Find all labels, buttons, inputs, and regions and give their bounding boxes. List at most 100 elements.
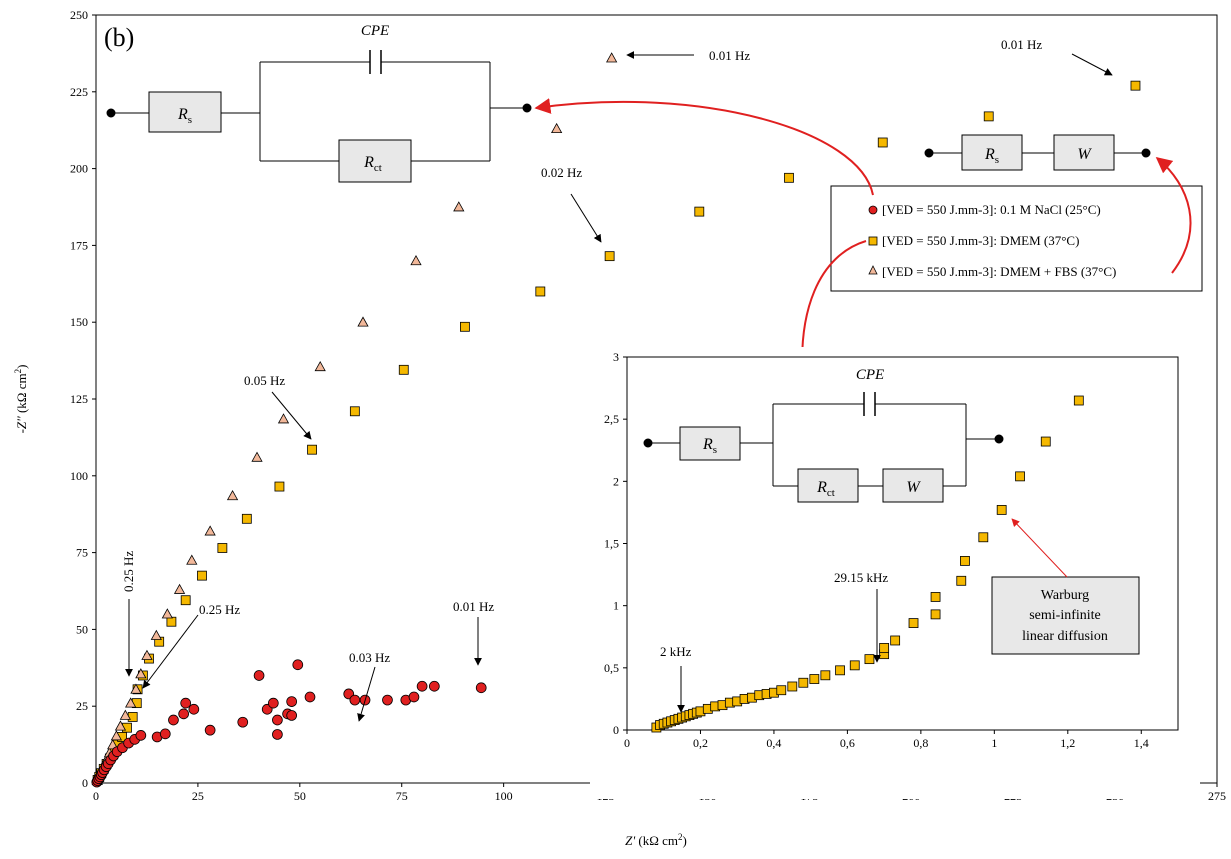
data-point-dmem [349,406,360,417]
warburg-note-box [991,576,1140,655]
data-point-dmem [274,481,285,492]
rs-label: Rs [177,106,192,126]
data-point-nacl [180,697,192,709]
data-point-dmem [127,712,138,722]
arrow-003hz [357,666,376,722]
data-point-fbs [119,709,131,720]
data-point-dmem [890,635,901,646]
data-point-nacl [178,708,189,720]
data-point-nacl [204,724,216,736]
y-tick-label: 25 [76,699,88,713]
cpe-label: CPE [361,23,389,39]
data-point-dmem [809,674,820,684]
y-tick-label: 1 [613,599,619,613]
y-tick-label: 0 [82,776,88,790]
red-arrow-nacl [534,98,874,196]
data-point-dmem [864,654,875,665]
rct-resistor [797,468,859,503]
y-tick-label: 100 [70,469,88,483]
data-point-dmem [978,532,989,543]
panel-label: (b) [104,23,134,52]
data-point-nacl [475,682,487,694]
arrow-002hz [570,193,602,243]
data-point-fbs [161,608,173,619]
rct-label: Rct [363,154,382,174]
data-point-nacl [272,714,283,726]
x-tick-label: 0 [624,736,630,750]
y-tick-label: 125 [70,392,88,406]
legend-entry-fbs: [VED = 550 J.mm-3]: DMEM + FBS (37°C) [882,264,1116,279]
annotation-025hz-fbs: 0.25 Hz [121,551,136,592]
annotation-2915khz: 29.15 kHz [834,570,888,585]
data-point-dmem [694,206,705,217]
y-tick-label: 0 [613,723,619,737]
data-point-dmem [776,685,787,696]
data-point-dmem [798,677,809,688]
data-point-dmem [241,513,252,524]
x-tick-label: 100 [495,789,513,803]
x-tick-label: 1,4 [1134,736,1149,750]
y-tick-label: 175 [70,238,88,252]
rs-label: Rs [984,146,999,166]
data-point-fbs [251,451,263,462]
legend-entry-dmem: [VED = 550 J.mm-3]: DMEM (37°C) [882,233,1079,248]
data-point-fbs [314,360,326,372]
legend [830,185,1203,292]
legend-marker-dmem [868,236,878,246]
data-point-dmem [180,595,191,606]
data-point-nacl [286,710,298,721]
data-point-fbs [114,720,127,731]
data-point-dmem [197,570,207,581]
data-point-fbs [357,316,369,327]
data-point-dmem [877,137,888,148]
inset-rct-label: Rct [816,479,835,499]
data-point-fbs [606,52,618,63]
data-point-nacl [168,714,179,726]
x-tick-label: 25 [192,789,204,803]
data-point-dmem [166,616,177,627]
rct-resistor [338,139,412,183]
annotation-001hz-fbs: 0.01 Hz [709,48,750,63]
data-point-nacl [286,696,298,707]
annotation-2khz: 2 kHz [660,644,692,659]
data-point-dmem [784,172,794,183]
arrow-001hz-dmem [1071,53,1113,76]
arrow-025hz-dmem [142,614,199,689]
rs-resistor [679,426,741,461]
w-label: W [1077,146,1092,163]
x-tick-label: 0 [93,789,99,803]
data-point-dmem [787,681,798,692]
data-point-dmem [1073,395,1084,406]
data-point-dmem [1015,471,1025,482]
circuit-node [994,434,1004,444]
warburg-circuit [924,134,1151,171]
warburg-note-arrow [1011,518,1068,578]
y-tick-label: 75 [76,546,88,560]
y-tick-label: 1,5 [604,537,619,551]
y-tick-label: 225 [70,85,88,99]
y-tick-label: 200 [70,162,88,176]
y-axis-label: -Z'' (kΩ cm2) [13,365,29,434]
inset-axis-ticks: 0 0,2 0,4 0,6 0,8 1 1,2 1,4 0 0,5 1 1,5 2 2,5 3 [604,350,1149,750]
x-tick-label: 1,2 [1060,736,1075,750]
annotation-005hz: 0.05 Hz [244,373,285,388]
data-point-dmem [307,444,317,455]
data-point-dmem [604,251,615,262]
data-point-fbs [173,583,186,594]
data-point-nacl [188,703,200,715]
data-point-nacl [135,730,147,741]
randles-circuit [106,50,532,183]
data-point-dmem [930,592,941,602]
y-tick-label: 2,5 [604,412,619,426]
data-point-dmem [398,364,409,375]
y-tick-label: 0,5 [604,661,619,675]
data-point-dmem [460,321,470,332]
warburg-note-line-1: Warburg [1041,588,1089,603]
inset-circuit [643,392,1004,503]
data-point-fbs [410,254,422,266]
data-point-dmem [217,543,228,553]
data-point-nacl [267,697,279,709]
data-point-nacl [304,691,316,703]
data-point-nacl [408,691,420,703]
